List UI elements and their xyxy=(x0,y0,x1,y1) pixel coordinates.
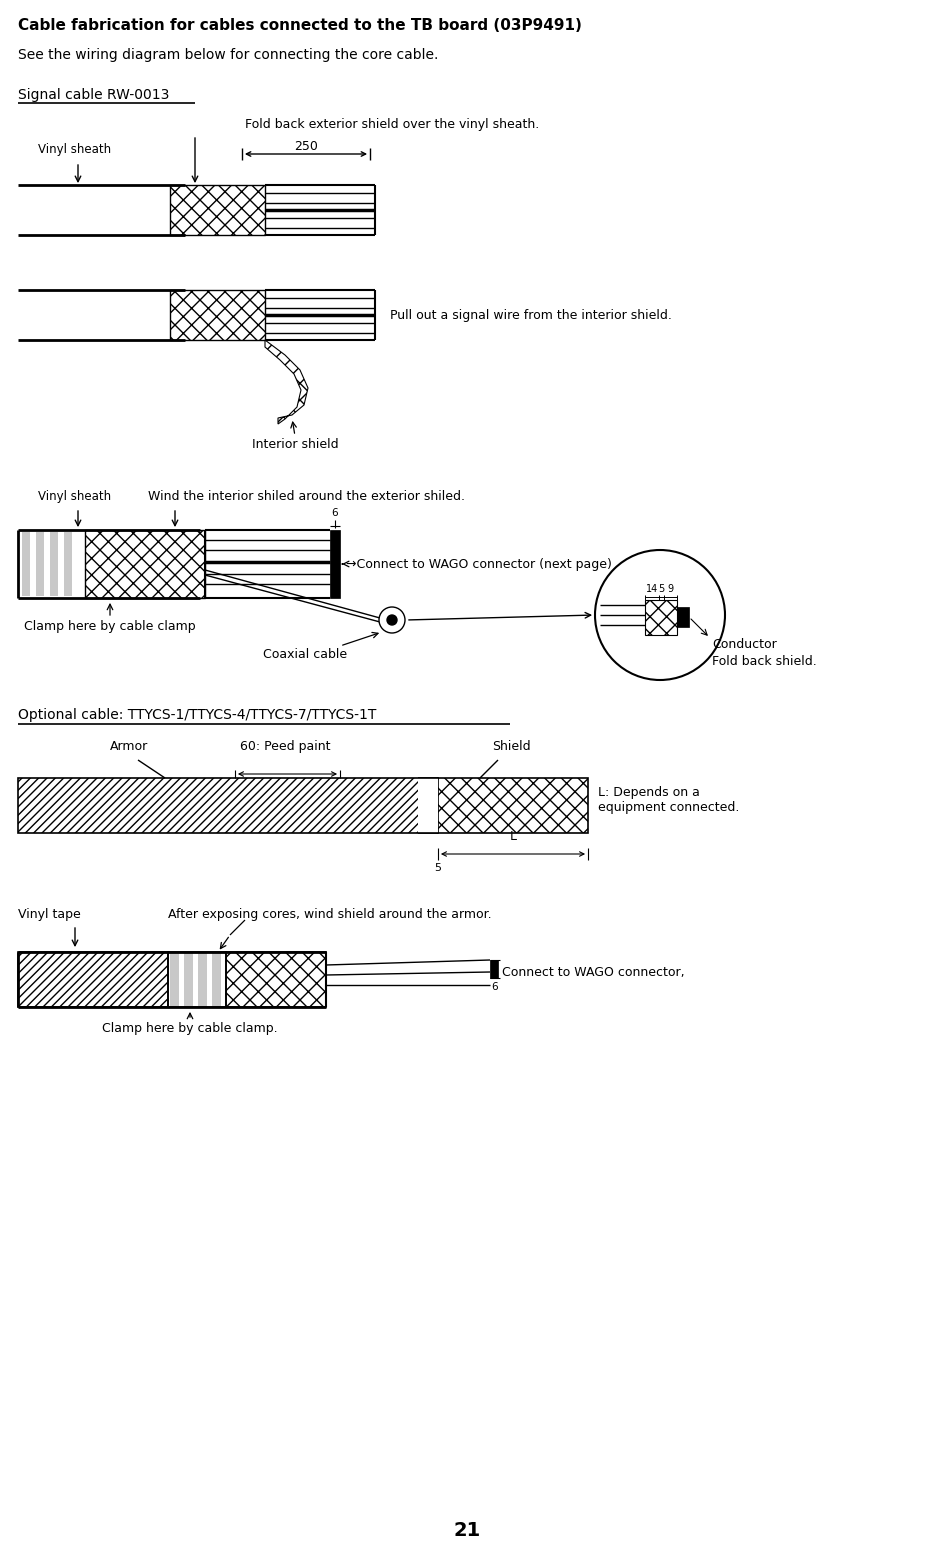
Bar xyxy=(170,953,179,1007)
Text: Interior shield: Interior shield xyxy=(252,438,338,451)
Bar xyxy=(50,532,58,596)
Text: 14: 14 xyxy=(646,585,658,594)
Text: 250: 250 xyxy=(295,140,318,153)
Text: After exposing cores, wind shield around the armor.: After exposing cores, wind shield around… xyxy=(168,907,492,921)
Text: 60: Peed paint: 60: Peed paint xyxy=(239,741,330,753)
Text: 6: 6 xyxy=(492,982,498,992)
Text: Wind the interior shiled around the exterior shiled.: Wind the interior shiled around the exte… xyxy=(148,490,465,504)
Text: 9: 9 xyxy=(667,585,673,594)
Bar xyxy=(85,530,205,599)
Bar xyxy=(212,953,221,1007)
Text: 21: 21 xyxy=(453,1520,481,1539)
Text: Clamp here by cable clamp.: Clamp here by cable clamp. xyxy=(102,1023,278,1035)
Bar xyxy=(330,530,340,599)
Text: See the wiring diagram below for connecting the core cable.: See the wiring diagram below for connect… xyxy=(18,48,439,62)
Bar xyxy=(18,778,438,833)
Circle shape xyxy=(379,606,405,633)
Bar xyxy=(64,532,72,596)
Bar xyxy=(170,186,265,235)
Bar xyxy=(22,532,30,596)
Bar xyxy=(168,953,226,1007)
Circle shape xyxy=(595,550,725,680)
Text: Coaxial cable: Coaxial cable xyxy=(263,649,347,661)
Text: Signal cable RW-0013: Signal cable RW-0013 xyxy=(18,87,169,101)
Text: Optional cable: TTYCS-1/TTYCS-4/TTYCS-7/TTYCS-1T: Optional cable: TTYCS-1/TTYCS-4/TTYCS-7/… xyxy=(18,708,377,722)
Text: Pull out a signal wire from the interior shield.: Pull out a signal wire from the interior… xyxy=(390,309,672,321)
Text: Fold back shield.: Fold back shield. xyxy=(712,655,817,667)
Bar xyxy=(170,290,265,340)
Text: Shield: Shield xyxy=(492,741,531,753)
Circle shape xyxy=(387,614,397,625)
Text: 5: 5 xyxy=(658,585,664,594)
Text: →Connect to WAGO connector (next page): →Connect to WAGO connector (next page) xyxy=(346,558,611,571)
Bar xyxy=(184,953,193,1007)
Bar xyxy=(418,778,438,833)
Text: Vinyl tape: Vinyl tape xyxy=(18,907,80,921)
Bar xyxy=(198,953,207,1007)
Text: Clamp here by cable clamp: Clamp here by cable clamp xyxy=(24,620,195,633)
Text: Fold back exterior shield over the vinyl sheath.: Fold back exterior shield over the vinyl… xyxy=(245,118,539,131)
Bar xyxy=(645,600,677,635)
Bar xyxy=(490,960,498,977)
Bar xyxy=(18,953,168,1007)
Bar xyxy=(226,953,326,1007)
Text: L: L xyxy=(510,829,516,843)
Bar xyxy=(36,532,44,596)
Text: 6: 6 xyxy=(332,508,338,518)
Text: Cable fabrication for cables connected to the TB board (03P9491): Cable fabrication for cables connected t… xyxy=(18,19,582,33)
Text: Armor: Armor xyxy=(110,741,149,753)
Bar xyxy=(438,778,588,833)
Text: Vinyl sheath: Vinyl sheath xyxy=(38,143,111,156)
Text: Vinyl sheath: Vinyl sheath xyxy=(38,490,111,504)
Polygon shape xyxy=(265,340,308,424)
Text: Conductor: Conductor xyxy=(712,638,777,652)
Text: Connect to WAGO connector,: Connect to WAGO connector, xyxy=(502,965,684,979)
Text: 5: 5 xyxy=(435,864,441,873)
Bar xyxy=(677,606,689,627)
Text: L: Depends on a
equipment connected.: L: Depends on a equipment connected. xyxy=(598,786,740,814)
